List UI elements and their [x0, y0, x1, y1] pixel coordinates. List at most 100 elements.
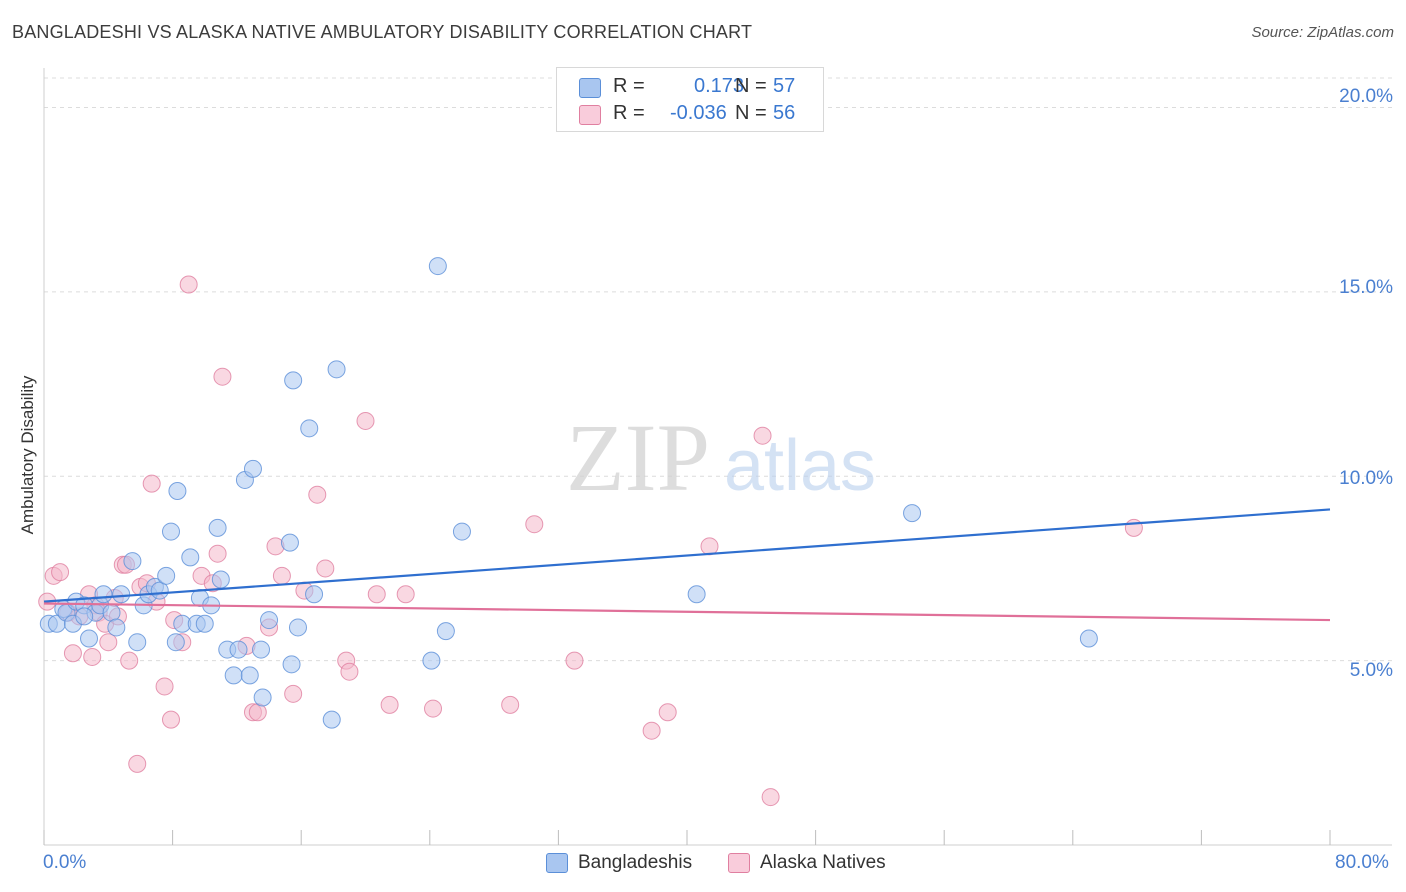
data-point [161, 710, 180, 729]
r-value: 0.173 [694, 75, 745, 97]
data-point [322, 710, 341, 729]
data-point [356, 411, 375, 430]
watermark-atlas: atlas [724, 426, 876, 506]
data-point [1124, 518, 1143, 537]
data-point [452, 522, 471, 541]
data-point [224, 666, 243, 685]
data-point [179, 275, 198, 294]
axes [43, 68, 1392, 846]
data-point [501, 695, 520, 714]
legend-item-bangladeshis: Bangladeshis [546, 852, 692, 874]
data-point [565, 651, 584, 670]
data-point [243, 459, 262, 478]
data-point [658, 703, 677, 722]
series-alaska-natives [38, 275, 1143, 807]
data-point [761, 788, 780, 807]
data-point [195, 614, 214, 633]
r-label: R = [613, 75, 645, 97]
data-point [211, 570, 230, 589]
watermark-zip: ZIP [566, 404, 710, 511]
data-point [327, 360, 346, 379]
data-point [94, 585, 113, 604]
data-point [284, 371, 303, 390]
data-point [120, 651, 139, 670]
data-point [252, 640, 271, 659]
data-point [157, 566, 176, 585]
data-point [155, 677, 174, 696]
data-point [123, 552, 142, 571]
blue-swatch-icon [546, 853, 568, 873]
r-value: -0.036 [670, 102, 727, 124]
data-point [213, 367, 232, 386]
n-label: N = [735, 102, 767, 124]
data-point [253, 688, 272, 707]
n-value: 56 [773, 102, 796, 124]
data-point [112, 585, 131, 604]
data-point [128, 633, 147, 652]
pink-swatch-icon [579, 105, 601, 125]
gridlines [44, 77, 1392, 662]
data-point [51, 563, 70, 582]
stats-box: R = 0.173 N = 57 R = -0.036 N = 56 [556, 67, 824, 132]
data-point [107, 618, 126, 637]
y-axis-label: Ambulatory Disability [18, 375, 37, 535]
data-point [436, 622, 455, 641]
x-tick-label: 0.0% [43, 852, 87, 873]
data-point [208, 544, 227, 563]
data-point [282, 655, 301, 674]
blue-swatch-icon [579, 78, 601, 98]
legend-label: Bangladeshis [578, 852, 693, 873]
y-tick-label: 20.0% [1339, 86, 1393, 107]
data-point [753, 426, 772, 445]
data-point [340, 662, 359, 681]
data-point [687, 585, 706, 604]
data-point [161, 522, 180, 541]
data-point [63, 644, 82, 663]
data-point [181, 548, 200, 567]
data-point [1079, 629, 1098, 648]
data-point [428, 257, 447, 276]
data-point [424, 699, 443, 718]
data-point [380, 695, 399, 714]
data-point [240, 666, 259, 685]
data-point [260, 611, 279, 630]
data-point [288, 618, 307, 637]
x-tick-label: 80.0% [1335, 852, 1389, 873]
r-label: R = [613, 102, 645, 124]
data-point [305, 585, 324, 604]
data-point [80, 629, 99, 648]
data-point [422, 651, 441, 670]
data-point [99, 633, 118, 652]
y-tick-label: 10.0% [1339, 468, 1393, 489]
data-point [316, 559, 335, 578]
data-point [700, 537, 719, 556]
data-point [642, 721, 661, 740]
data-point [280, 533, 299, 552]
source-label: Source: ZipAtlas.com [1251, 24, 1394, 41]
data-point [128, 754, 147, 773]
data-point [272, 566, 291, 585]
trend-line [43, 508, 1331, 603]
legend-item-alaska-natives: Alaska Natives [728, 852, 886, 874]
trend-lines [43, 508, 1331, 622]
data-point [229, 640, 248, 659]
legend-label: Alaska Natives [760, 852, 886, 873]
series-bangladeshis [39, 257, 1098, 729]
chart-title: BANGLADESHI VS ALASKA NATIVE AMBULATORY … [12, 22, 753, 42]
data-point [308, 485, 327, 504]
data-point [903, 504, 922, 523]
data-point [367, 585, 386, 604]
data-point [75, 607, 94, 626]
data-point [284, 684, 303, 703]
data-point [300, 419, 319, 438]
data-point [396, 585, 415, 604]
y-tick-label: 15.0% [1339, 277, 1393, 298]
data-point [525, 515, 544, 534]
trend-line [43, 602, 1331, 622]
data-point [142, 474, 161, 493]
data-point [83, 647, 102, 666]
data-point [168, 482, 187, 500]
data-point [166, 633, 185, 652]
pink-swatch-icon [728, 853, 750, 873]
